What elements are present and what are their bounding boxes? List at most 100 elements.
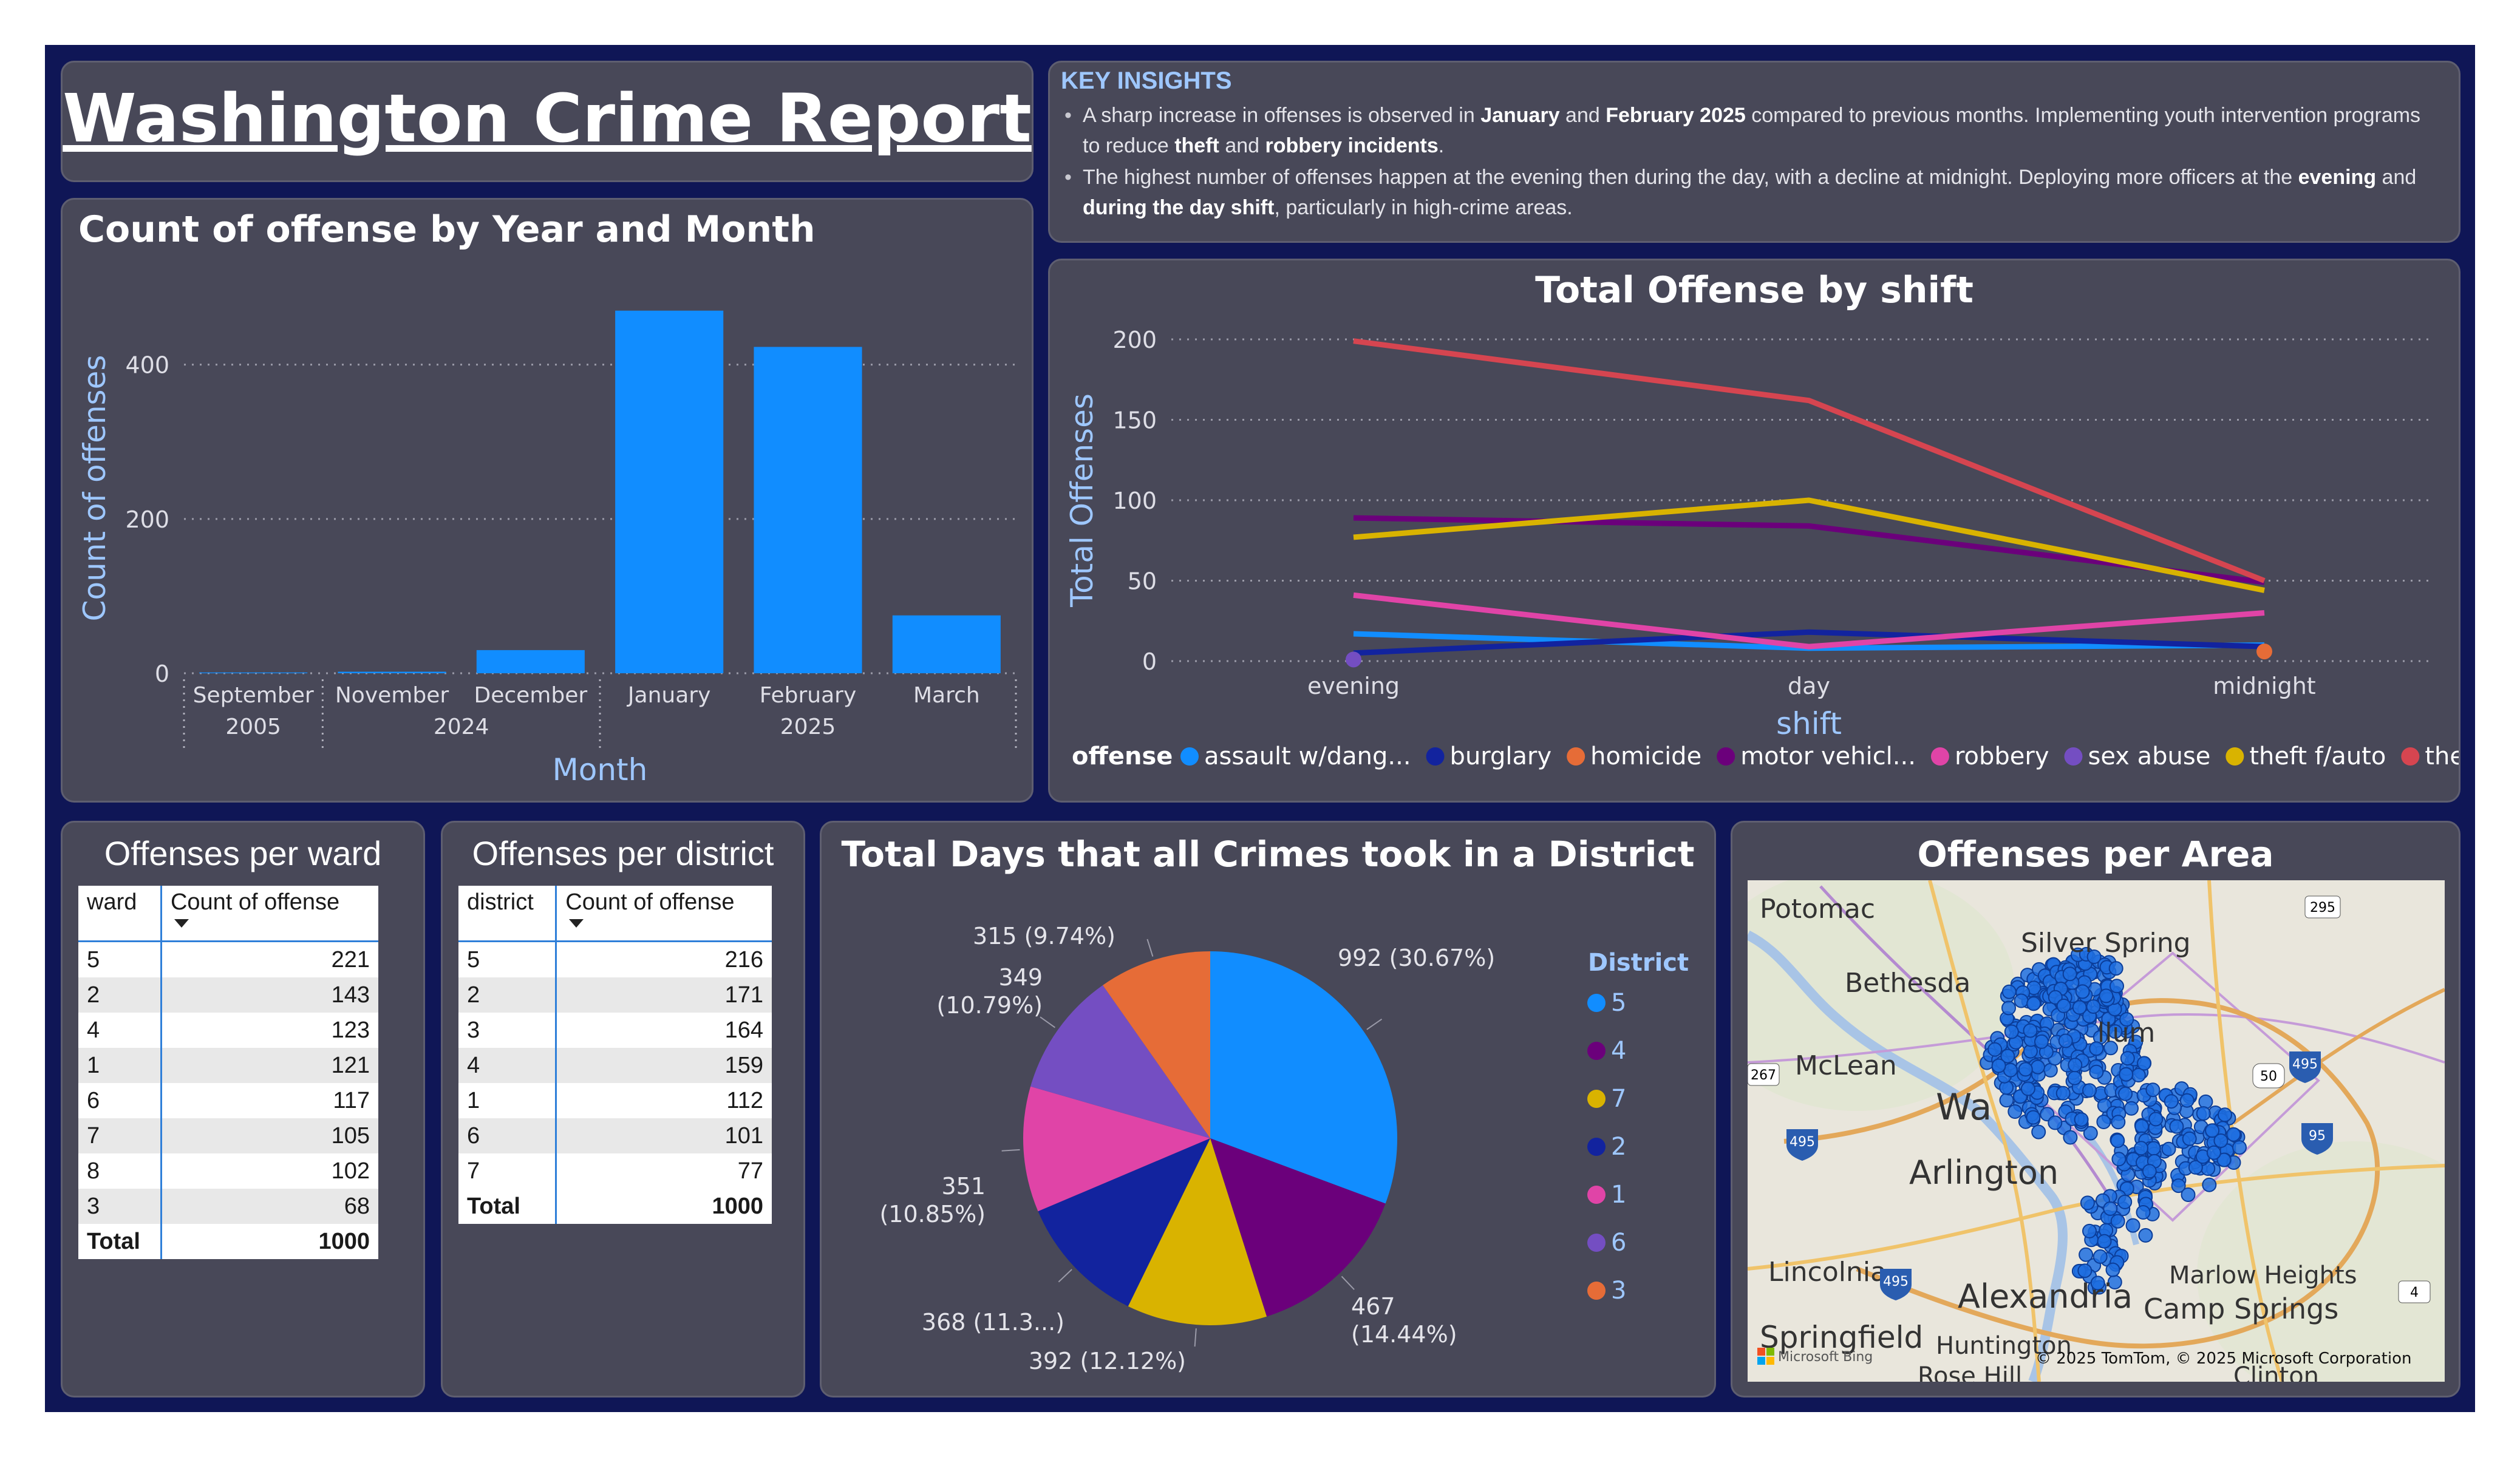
line-legend-marker-motor-vehicl	[1717, 747, 1735, 766]
table-row[interactable]: 2 171	[458, 977, 772, 1013]
offense-point-cluster	[1980, 946, 2247, 1295]
table-row[interactable]: 3 164	[458, 1013, 772, 1048]
table-cell: 216	[724, 946, 763, 973]
offense-point	[2089, 1041, 2104, 1056]
map-label-bethesda: Bethesda	[1845, 968, 1970, 999]
table-cell: 159	[556, 1048, 772, 1083]
offenses-map[interactable]: Potomac Silver Spring Bethesda McLean Wa…	[1748, 880, 2445, 1382]
bar-x-tick: January	[627, 683, 710, 708]
line-legend-label-theft-f-auto: theft f/auto	[2249, 742, 2386, 770]
map-label-mclean: McLean	[1795, 1050, 1897, 1081]
line-series-burglary	[1353, 629, 2265, 656]
shield-495-b: 495	[1790, 1135, 1815, 1150]
offense-point	[2134, 1141, 2149, 1156]
pie-slice-district-2	[1038, 1138, 1210, 1306]
report-title: Washington Crime Report	[63, 80, 1032, 157]
offense-point	[2082, 1223, 2097, 1238]
offense-point	[2145, 1082, 2161, 1098]
table-row[interactable]: 2 143	[78, 977, 378, 1013]
table-total-row: Total 1000	[78, 1224, 378, 1259]
line-point-homicide	[2256, 644, 2272, 660]
key-insights-heading: KEY INSIGHTS	[1061, 67, 1232, 94]
line-x-tick: day	[1788, 673, 1830, 699]
pie-legend-label-7: 7	[1611, 1085, 1626, 1113]
line-series-theft-f-auto	[1353, 497, 2265, 593]
offense-point	[2014, 993, 2029, 1008]
bar-chart[interactable]: 0 200 400 September November December January F…	[63, 200, 1032, 801]
pie-chart-panel[interactable]: Total Days that all Crimes took in a Dis…	[820, 821, 1716, 1398]
table-cell: 6	[458, 1118, 557, 1153]
line-y-tick: 150	[1112, 407, 1157, 434]
ward-table-title: Offenses per ward	[104, 834, 382, 872]
map-canvas[interactable]: Potomac Silver Spring Bethesda McLean Wa…	[1748, 880, 2445, 1382]
offense-point	[1999, 1093, 2014, 1108]
key-insights-panel: KEY INSIGHTS A sharp increase in offense…	[1048, 61, 2460, 243]
offense-point	[2202, 1177, 2217, 1192]
district-table[interactable]: district Count of offense 5 216 2 171 3 164 4 159…	[458, 886, 772, 1224]
table-row[interactable]: 1 112	[458, 1083, 772, 1118]
pie-data-label-district-7: 392 (12.12%)	[1029, 1348, 1186, 1374]
offense-point	[2097, 1234, 2112, 1249]
offense-point	[2055, 1085, 2071, 1101]
offense-point	[2089, 1064, 2104, 1079]
offense-point	[2206, 1145, 2221, 1160]
offense-point	[2182, 1131, 2197, 1146]
table-row[interactable]: 1 121	[78, 1048, 378, 1083]
table-row[interactable]: 8 102	[78, 1153, 378, 1189]
offense-point	[2074, 1112, 2089, 1127]
offense-point	[2137, 1056, 2152, 1071]
offense-point	[1991, 1058, 2006, 1073]
table-row[interactable]: 4 159	[458, 1048, 772, 1083]
offense-point	[2001, 1000, 2016, 1016]
offense-point	[2031, 1124, 2046, 1139]
pie-legend-label-3: 3	[1611, 1277, 1626, 1305]
offense-point	[2067, 1070, 2082, 1085]
table-row[interactable]: 3 68	[78, 1189, 378, 1224]
offense-point	[2068, 1058, 2083, 1073]
pie-leader-line	[1146, 939, 1154, 957]
table-header-0[interactable]: district	[458, 886, 557, 942]
table-cell: 143	[161, 977, 378, 1013]
ward-table[interactable]: ward Count of offense 5 221 2 143 4 123 1 121 6 117…	[78, 886, 378, 1259]
sort-descending-icon[interactable]	[569, 919, 584, 928]
table-row[interactable]: 4 123	[78, 1013, 378, 1048]
offense-point	[2110, 1214, 2125, 1229]
table-total-cell: 1000	[712, 1193, 763, 1219]
table-header-0[interactable]: ward	[78, 886, 162, 942]
pie-slice-district-4	[1210, 1138, 1386, 1317]
table-cell: 101	[556, 1118, 772, 1153]
table-row[interactable]: 6 101	[458, 1118, 772, 1153]
table-row[interactable]: 7 77	[458, 1153, 772, 1189]
table-row[interactable]: 6 117	[78, 1083, 378, 1118]
offense-point	[2072, 1000, 2087, 1015]
bar-chart-panel[interactable]: Count of offense by Year and Month 0 200 4…	[61, 198, 1034, 803]
table-row[interactable]: 5 221	[78, 941, 378, 977]
title-panel: Washington Crime Report	[61, 61, 1034, 182]
sort-descending-icon[interactable]	[174, 919, 189, 928]
map-label-silver-spring: Silver Spring	[2021, 928, 2191, 959]
table-cell: 7	[458, 1153, 557, 1189]
offense-point	[2080, 1195, 2095, 1211]
offense-point	[2083, 1126, 2098, 1141]
table-cell: 171	[556, 977, 772, 1013]
line-chart-panel[interactable]: Total Offense by shift 0 50 100 150 200 eveni…	[1048, 259, 2460, 803]
offense-point	[2134, 1119, 2150, 1134]
table-row[interactable]: 7 105	[78, 1118, 378, 1153]
table-row[interactable]: 5 216	[458, 941, 772, 977]
table-header-1[interactable]: Count of offense	[556, 886, 772, 942]
pie-slice-district-6	[1030, 985, 1210, 1138]
bar-year-label: 2005	[225, 715, 281, 739]
bar-december	[476, 650, 585, 673]
offense-point	[2179, 1093, 2195, 1108]
offense-point	[2232, 1140, 2247, 1155]
table-header-1[interactable]: Count of offense	[161, 886, 378, 942]
district-table-title: Offenses per district	[472, 834, 774, 872]
map-title: Offenses per Area	[1917, 834, 2274, 875]
pie-slice-district-3	[1103, 951, 1210, 1138]
pie-data-label-district-6: 349 (10.79%)	[936, 964, 1043, 1019]
offense-point	[2188, 1160, 2203, 1175]
pie-chart[interactable]: 992 (30.67%) 467 (14.44%) 392 (12.12%) 368 (…	[822, 823, 1714, 1396]
offense-point	[2063, 1130, 2078, 1145]
offense-point	[2105, 1262, 2120, 1277]
